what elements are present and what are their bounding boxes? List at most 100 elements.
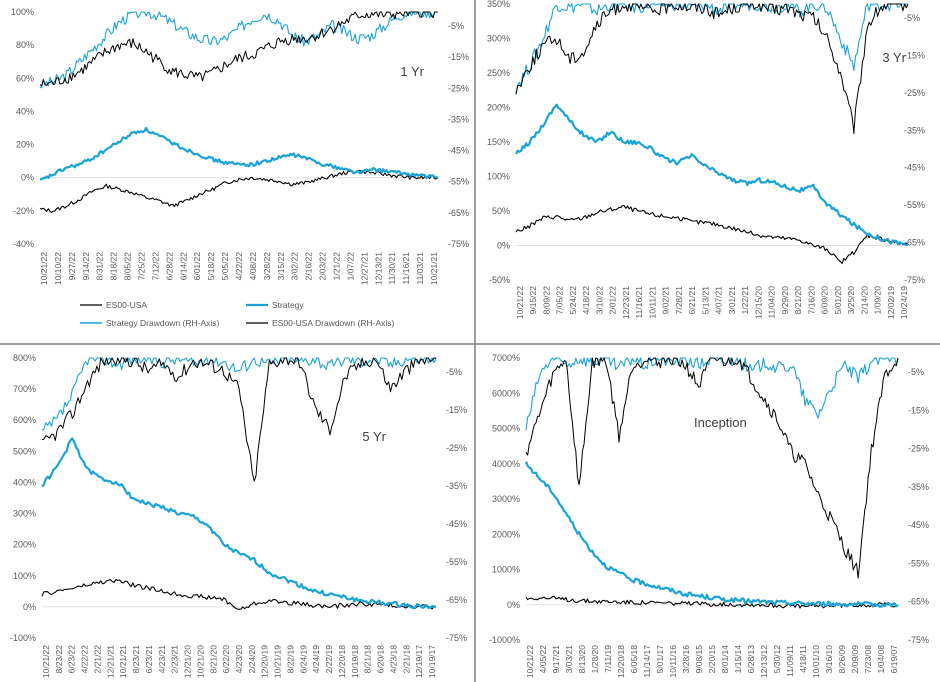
y-right-tick-label: -75% [904,275,925,285]
y-right-tick-label: -25% [904,88,925,98]
x-tick-label: 12/20/18 [337,645,347,678]
y-left-tick-label: 250% [487,68,510,78]
x-tick-label: 8/21/18 [363,645,373,674]
y-left-tick-label: 350% [487,0,510,9]
y-left-tick-label: -40% [13,239,34,249]
series-es00-usa-drawdown-rh-axis [41,357,436,482]
x-tick-label: 3/16/10 [824,645,834,674]
x-tick-label: 3/28/16 [681,645,691,674]
x-tick-label: 7/28/21 [674,286,684,315]
x-tick-label: 5/13/21 [700,286,710,315]
x-tick-label: 7/25/22 [137,252,147,281]
y-left-tick-label: 100% [13,571,36,581]
y-left-tick-label: -20% [13,206,34,216]
x-tick-label: 9/14/22 [81,252,91,281]
x-tick-label: 12/27/21 [359,252,369,285]
x-tick-label: 10/11/21 [647,286,657,319]
y-left-tick-label: 60% [16,73,34,83]
x-tick-label: 7/05/22 [555,286,565,315]
x-tick-label: 3/01/21 [727,286,737,315]
x-tick-label: 2/14/20 [859,286,869,315]
y-left-tick-label: 7000% [492,353,520,363]
y-left-tick-label: -50% [489,275,510,285]
chart-1yr: 100% 80% 60% 40% 20% 0% -20% -40% -5% -15% -25% -35… [11,7,469,328]
x-tick-label: 12/19/17 [414,645,424,678]
legend-item-es00-usa: ES00-USA [80,300,147,310]
x-tick-label: 11/16/21 [401,252,411,285]
series-strategy-drawdown-rh-axis [41,357,437,431]
y-left-tick-label: 300% [487,34,510,44]
x-tick-label: 9/17/21 [551,645,561,674]
x-tick-label: 2/16/22 [304,252,314,281]
y-right-tick-label: -45% [904,163,925,173]
y-right-tick-label: -15% [908,405,929,415]
series-es00-usa-drawdown-rh-axis [39,11,438,87]
x-tick-label: 12/15/20 [753,286,763,319]
y-right-tick-label: -15% [448,52,469,62]
x-tick-label: 7/11/19 [603,645,613,673]
x-tick-label: 4/18/11 [798,645,808,673]
x-tick-label: 4/08/22 [248,252,258,281]
chart-3yr: 350% 300% 250% 200% 150% 100% 50% 0% -50% -5% -15%… [487,0,925,319]
y-left-tick-label: 4000% [492,459,520,469]
series-strategy-drawdown-rh-axis [515,3,908,94]
x-tick-label: 8/21/20 [793,286,803,315]
x-tick-label: 8/22/19 [285,645,295,674]
x-tick-label: 10/19/17 [427,645,437,678]
x-tick-label: 2/20/15 [707,645,717,674]
x-tick-label: 8/01/14 [720,645,730,674]
y-right-tick-label: -65% [904,238,925,248]
x-tick-label: 8/31/22 [95,252,105,281]
x-tick-label: 6/23/22 [67,645,77,674]
x-tick-label: 10/21/22 [39,252,49,285]
legend-item-strategy: Strategy [246,300,304,310]
y-left-tick-label: 800% [13,353,36,363]
legend-item-strategy-drawdown-rh-axis: Strategy Drawdown (RH-Axis) [80,318,220,328]
x-tick-label: 6/01/22 [192,252,202,281]
x-tick-label: 6/28/13 [746,645,756,674]
x-tick-label: 8/13/20 [577,645,587,674]
y-right-tick-label: -25% [448,83,469,93]
x-tick-label: 4/22/22 [80,645,90,674]
x-tick-label: 12/20/19 [260,645,270,678]
x-tick-label: 7/12/22 [150,252,160,281]
x-tick-label: 2/23/21 [170,645,180,674]
series-es00-usa-drawdown-rh-axis [525,357,899,579]
x-tick-label: 11/16/21 [634,286,644,319]
x-tick-label: 12/02/19 [886,286,896,319]
y-right-tick-label: -55% [448,177,469,187]
x-tick-label: 1/04/08 [876,645,886,674]
x-tick-label: 11/03/21 [415,252,425,285]
y-left-tick-label: 5000% [492,424,520,434]
series-strategy [41,437,437,610]
x-tick-label: 10/01/10 [811,645,821,678]
x-tick-label: 8/05/22 [123,252,133,281]
y-left-tick-label: 80% [16,40,34,50]
series-es00-usa [41,578,437,610]
x-tick-label: 1/28/20 [590,645,600,674]
x-tick-label: 7/16/20 [806,286,816,315]
x-tick-label: 5/01/17 [655,645,665,674]
x-tick-label: 11/09/11 [785,645,795,677]
y-right-tick-label: -75% [446,633,467,643]
x-tick-label: 6/21/21 [687,286,697,315]
x-tick-label: 10/24/19 [899,286,909,319]
x-tick-label: 12/21/21 [105,645,115,678]
x-tick-label: 4/22/22 [234,252,244,281]
x-tick-label: 1/15/14 [733,645,743,674]
x-tick-label: 3/28/22 [262,252,272,281]
x-tick-label: 5/30/12 [772,645,782,674]
y-right-tick-label: -5% [448,21,464,31]
legend-label: Strategy Drawdown (RH-Axis) [106,318,220,328]
x-tick-label: 6/05/18 [629,645,639,674]
y-left-tick-label: 200% [13,540,36,550]
chart-inception: 7000% 6000% 5000% 4000% 3000% 2000% 1000% 0% -10… [489,353,929,678]
x-tick-label: 10/21/19 [273,645,283,678]
y-right-tick-label: -35% [446,481,467,491]
x-tick-label: 10/21/21 [118,645,128,678]
y-left-tick-label: 6000% [492,388,520,398]
y-right-tick-label: -65% [446,595,467,605]
legend-item-es00-usa-drawdown-rh-axis: ES00-USA Drawdown (RH-Axis) [246,318,395,328]
x-tick-label: 6/20/18 [376,645,386,674]
